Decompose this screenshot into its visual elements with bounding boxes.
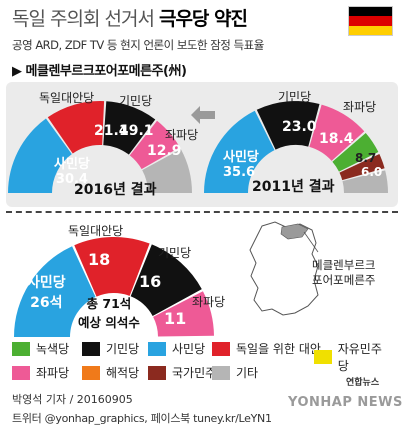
legend-swatch (148, 341, 166, 356)
legend-item: 기타 (212, 364, 258, 381)
flag-stripe-red (349, 16, 392, 26)
pie-seats-slice-3 (153, 291, 214, 337)
germany-map-icon (249, 221, 319, 316)
title-prefix: 독일 주의회 선거서 (12, 8, 159, 30)
chart-2016 (8, 100, 192, 193)
legend-swatch (12, 341, 30, 356)
pie-2016-slice-0 (8, 118, 72, 193)
legend-swatch (212, 341, 230, 356)
legend-swatch (314, 350, 332, 364)
label-2016-left-name: 좌파당 (165, 128, 199, 142)
region-heading: ▶ 메클렌부르크포어포메른주(州) (12, 64, 187, 79)
pie-2016-slice-3 (129, 120, 180, 170)
yonhap-watermark: YONHAP NEWS (288, 395, 403, 410)
social-links: 트위터 @yonhap_graphics, 페이스북 tuney.kr/LeYN… (12, 412, 272, 425)
label-2016-afd-value: 21.4 (94, 123, 129, 139)
pie-seats-slice-0 (14, 246, 96, 337)
seats-caption-total: 총 71석 (86, 296, 132, 311)
map-label-line1: 메클렌부르크 (312, 258, 376, 272)
legend-swatch (12, 365, 30, 380)
label-2016-afd-name: 독일대안당 (39, 91, 95, 105)
pie-2016-slice-1 (47, 100, 105, 154)
legend-item: 자유민주당 (314, 340, 392, 374)
flag-stripe-gold (349, 25, 392, 35)
legend-item: 좌파당 (12, 364, 69, 381)
legend-item: 기민당 (82, 340, 139, 357)
label-seats-spd-value: 26석 (30, 295, 63, 311)
label-seats-cdu-name: 기민당 (158, 246, 192, 260)
label-2011-left-value: 18.4 (319, 131, 354, 147)
subtitle: 공영 ARD, ZDF TV 등 현지 언론이 보도한 잠정 득표율 (12, 38, 264, 52)
label-seats-afd-name: 독일대안당 (68, 224, 124, 238)
label-seats-left-value: 11 (164, 309, 187, 328)
legend-item: 독일을 위한 대안 (212, 340, 321, 357)
pie-2011-slice-3 (332, 132, 379, 172)
label-2016-spd-name: 사민당 (54, 157, 90, 172)
pie-seats-slice-1 (74, 237, 150, 297)
label-seats-left-name: 좌파당 (192, 295, 226, 309)
dashed-divider (6, 211, 398, 213)
legend-label: 사민당 (172, 342, 206, 356)
label-2016-spd-value: 30.4 (55, 172, 88, 187)
pie-2011-slice-other (342, 170, 388, 193)
legend-label: 독일을 위한 대안 (236, 342, 321, 356)
label-2011-npd-value: 6.0 (361, 165, 383, 179)
label-2016-cdu-value: 19.1 (119, 123, 154, 139)
label-2016-cdu-name: 기민당 (119, 94, 153, 108)
map-label-line2: 포어포메른주 (312, 273, 376, 287)
legend-label: 기타 (236, 366, 259, 380)
byline: 박영석 기자 / 20160905 (12, 393, 133, 406)
germany-flag-icon (348, 6, 393, 36)
label-2011-cdu-name: 기민당 (278, 90, 312, 104)
legend-label: 해적당 (106, 366, 140, 380)
label-2011-spd-value: 35.6 (223, 165, 256, 180)
legend-label: 좌파당 (36, 366, 70, 380)
label-seats-cdu-value: 16 (139, 272, 162, 291)
caption-2011: 2011년 결과 (252, 179, 335, 195)
label-2011-left-name: 좌파당 (343, 100, 377, 114)
pie-seats-slice-2 (130, 244, 202, 316)
pie-2011-slice-1 (256, 101, 320, 150)
seats-caption-text: 예상 의석수 (78, 315, 140, 330)
pie-2016-slice-other (142, 149, 192, 193)
title-highlight: 극우당 약진 (158, 8, 248, 30)
pie-2011-slice-2 (309, 104, 365, 161)
chart-2011 (204, 101, 388, 193)
pie-2011-slice-0 (204, 110, 275, 193)
label-seats-spd-name: 사민당 (27, 275, 66, 291)
legend-item: 녹색당 (12, 340, 69, 357)
flag-stripe-black (349, 7, 392, 17)
pie-2011-slice-4 (339, 154, 385, 181)
mv-state-highlight (280, 223, 309, 240)
page-title: 독일 주의회 선거서 극우당 약진 (12, 4, 248, 31)
legend-label: 기민당 (106, 342, 140, 356)
arrow-left-icon (191, 106, 215, 124)
label-2016-spd: 사민당 30.4 (54, 153, 90, 187)
label-2011-spd: 사민당 35.6 (223, 146, 259, 180)
label-seats-afd-value: 18 (88, 250, 111, 269)
label-seats-spd: 사민당 26석 (27, 272, 66, 312)
label-2011-green-value: 8.7 (355, 151, 377, 165)
label-2016-left-value: 12.9 (147, 143, 182, 159)
caption-2016: 2016년 결과 (74, 182, 157, 198)
label-2011-spd-name: 사민당 (223, 150, 259, 165)
chart-seats (14, 237, 214, 337)
pie-2016-slice-2 (103, 101, 156, 155)
legend-swatch (82, 341, 100, 356)
legend-item: 사민당 (148, 340, 205, 357)
legend-swatch (82, 365, 100, 380)
legend-label: 녹색당 (36, 342, 70, 356)
legend-label: 자유민주당 (337, 342, 382, 373)
legend-item: 해적당 (82, 364, 139, 381)
legend-swatch (212, 365, 230, 380)
map-label: 메클렌부르크 포어포메른주 (312, 258, 375, 288)
map-pointer-line (303, 231, 319, 253)
germany-outline (249, 221, 319, 316)
yonhap-logo-small: 연합뉴스 (346, 378, 380, 388)
label-2011-cdu-value: 23.0 (282, 119, 317, 135)
legend-swatch (148, 365, 166, 380)
